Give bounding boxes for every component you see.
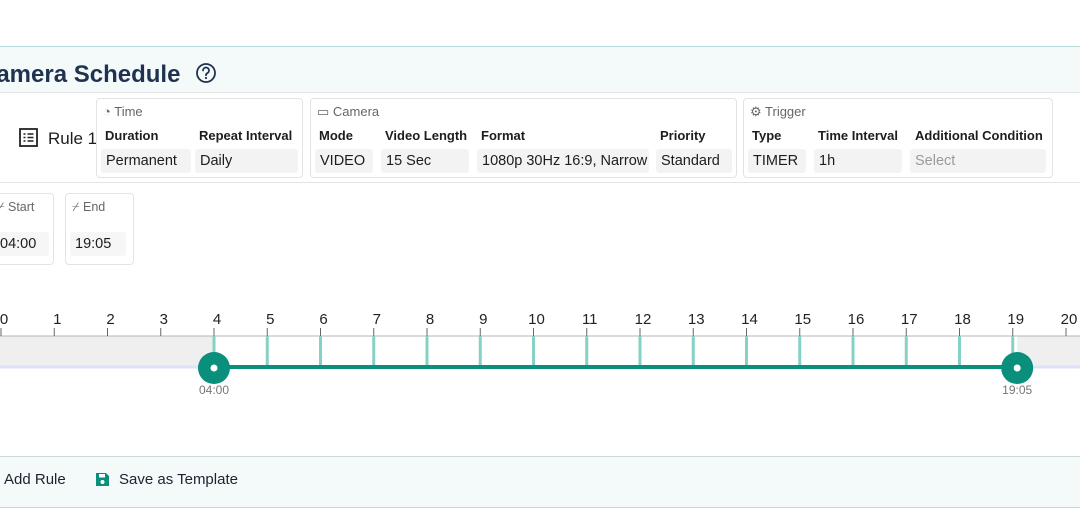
field-value[interactable]: 19:05: [70, 232, 126, 256]
time-group: ◔ Time Duration Repeat Interval Permanen…: [96, 98, 303, 178]
handle-label: 19:05: [1002, 383, 1032, 397]
group-label: ⚙ Trigger: [750, 104, 806, 119]
field-value[interactable]: VIDEO: [315, 149, 373, 173]
hour-label: 20: [1061, 311, 1078, 328]
hour-label: 12: [635, 311, 652, 328]
hour-label: 19: [1007, 311, 1024, 328]
save-template-button[interactable]: Save as Template: [119, 471, 238, 488]
handle-dot: [1013, 364, 1021, 372]
header-bar: Camera Schedule: [0, 47, 1080, 92]
trigger-group: ⚙ Trigger Type Time Interval Additional …: [743, 98, 1053, 178]
handle-dot: [210, 364, 218, 372]
selected-range: [214, 336, 1018, 367]
field-header: Priority: [660, 128, 706, 143]
group-label-text: Camera: [332, 104, 380, 119]
group-label-text: Trigger: [765, 104, 806, 119]
hour-label: 9: [479, 311, 487, 328]
add-rule-button[interactable]: Add Rule: [4, 471, 66, 488]
hour-label: 11: [582, 311, 598, 328]
hour-label: 8: [426, 311, 434, 328]
divider: [0, 92, 1080, 93]
hour-label: 5: [266, 311, 274, 328]
field-value[interactable]: 1080p 30Hz 16:9, Narrow: [477, 149, 649, 173]
field-value[interactable]: 1h: [814, 149, 902, 173]
hour-label: 4: [213, 311, 221, 328]
rule-name: Rule 1: [48, 129, 98, 148]
group-label-text: End: [82, 200, 106, 214]
field-header: Time Interval: [818, 128, 898, 143]
group-label-text: Start: [7, 200, 35, 214]
field-value[interactable]: Permanent: [101, 149, 191, 173]
hour-label: 18: [954, 311, 971, 328]
field-value[interactable]: Select: [910, 149, 1046, 173]
group-label: ◔ Time: [103, 104, 143, 119]
group-label: ▭ Camera: [317, 104, 380, 119]
help-icon[interactable]: [195, 62, 217, 84]
field-header: Additional Condition: [915, 128, 1043, 143]
divider: [0, 507, 1080, 508]
hour-label: 1: [53, 311, 61, 328]
hour-label: 10: [528, 311, 545, 328]
divider: [0, 46, 1080, 47]
field-header: Repeat Interval: [199, 128, 293, 143]
field-value[interactable]: 04:00: [0, 232, 49, 256]
rule-icon: [19, 128, 38, 147]
field-header: Type: [752, 128, 782, 143]
group-label-text: Time: [114, 104, 143, 119]
field-header: Video Length: [385, 128, 468, 143]
divider: [0, 456, 1080, 457]
handle-label: 04:00: [199, 383, 229, 397]
start-group: ⌿ Start 04:00: [0, 193, 54, 265]
field-header: Format: [481, 128, 526, 143]
hour-label: 3: [160, 311, 168, 328]
end-group: ⌿ End 19:05: [65, 193, 134, 265]
save-icon: [96, 473, 109, 486]
hour-label: 15: [794, 311, 811, 328]
hour-label: 2: [106, 311, 114, 328]
hour-label: 13: [688, 311, 705, 328]
group-label: ⌿ Start: [0, 200, 35, 214]
field-header: Mode: [319, 128, 353, 143]
field-value[interactable]: TIMER: [748, 149, 806, 173]
hour-label: 7: [373, 311, 381, 328]
hour-label: 17: [901, 311, 918, 328]
field-value[interactable]: 15 Sec: [381, 149, 469, 173]
field-value[interactable]: Standard: [656, 149, 732, 173]
page-title: Camera Schedule: [0, 61, 181, 88]
hour-label: 6: [319, 311, 327, 328]
hour-label: 0: [0, 311, 8, 328]
group-label: ⌿ End: [72, 200, 106, 214]
divider: [0, 182, 1080, 183]
camera-group: ▭ Camera Mode Video Length Format Priori…: [310, 98, 737, 178]
field-value[interactable]: Daily: [195, 149, 298, 173]
field-header: Duration: [105, 128, 159, 143]
hour-label: 16: [848, 311, 865, 328]
hour-label: 14: [741, 311, 758, 328]
footer-bar: Add Rule Save as Template: [0, 457, 1080, 507]
